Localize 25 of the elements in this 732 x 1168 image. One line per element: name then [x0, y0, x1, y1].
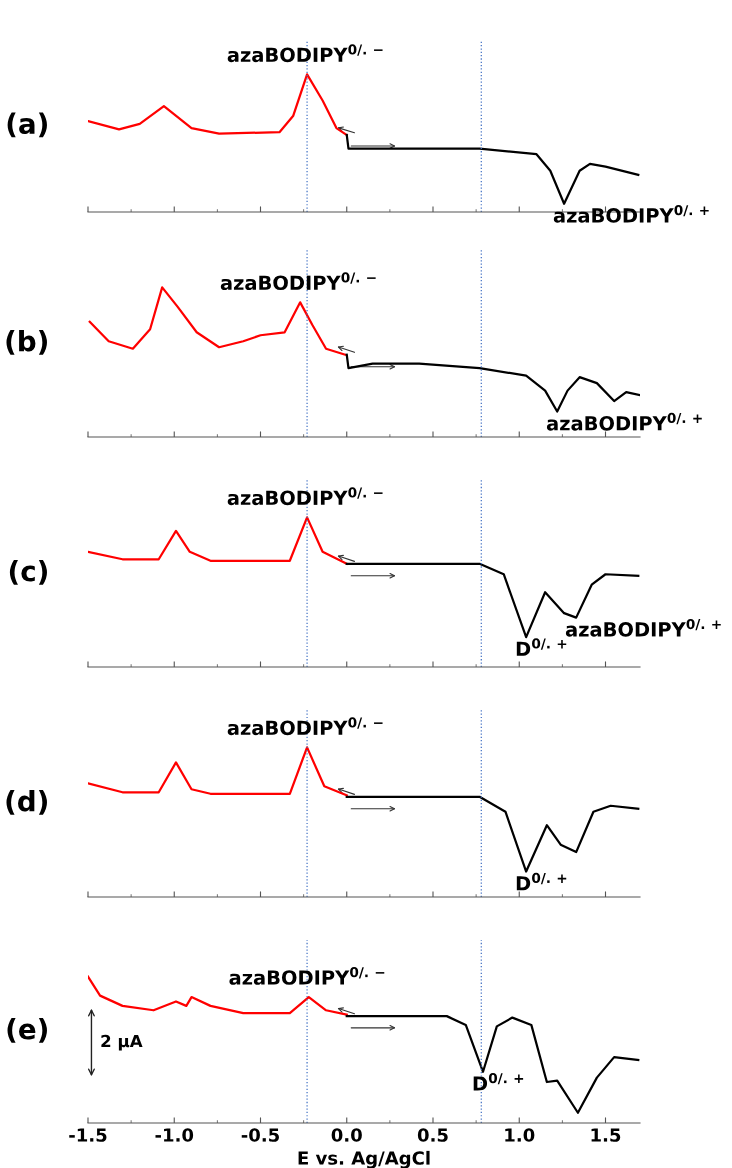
annotation: azaBODIPY$^{0/.−}$ [227, 44, 383, 63]
x-tick-label: 0.5 [417, 1128, 448, 1142]
text: (e) [7, 1018, 47, 1043]
annotation: azaBODIPY$^{0/.−}$ [220, 272, 376, 291]
annotation: 2 µA [101, 1034, 143, 1051]
x-tick-label: -0.5 [241, 1128, 279, 1142]
text: (c) [9, 560, 47, 585]
annotation: D$^{0/.+}$ [516, 638, 567, 656]
text: (a) [7, 112, 47, 138]
text: (d) [6, 790, 47, 815]
annotation: azaBODIPY$^{0/.+}$ [565, 618, 721, 637]
annotation: azaBODIPY$^{0/.−}$ [227, 717, 383, 736]
annotation: D$^{0/.+}$ [516, 872, 567, 891]
annotation: azaBODIPY$^{0/.+}$ [553, 204, 709, 223]
x-tick-label: -1.5 [69, 1128, 107, 1142]
annotation: azaBODIPY$^{0/.+}$ [546, 412, 702, 431]
x-tick-label: -1.0 [155, 1128, 194, 1142]
text: (b) [6, 330, 47, 355]
annotation: azaBODIPY$^{0/.−}$ [229, 967, 385, 985]
x-axis-title: E vs. Ag/AgCl [298, 1150, 430, 1168]
x-tick-label: 0.0 [331, 1128, 362, 1142]
annotation: D$^{0/.+}$ [473, 1073, 524, 1091]
x-tick-label: 1.5 [591, 1128, 621, 1142]
x-tick-label: 1.0 [505, 1128, 535, 1142]
annotation: azaBODIPY$^{0/.−}$ [227, 487, 383, 506]
